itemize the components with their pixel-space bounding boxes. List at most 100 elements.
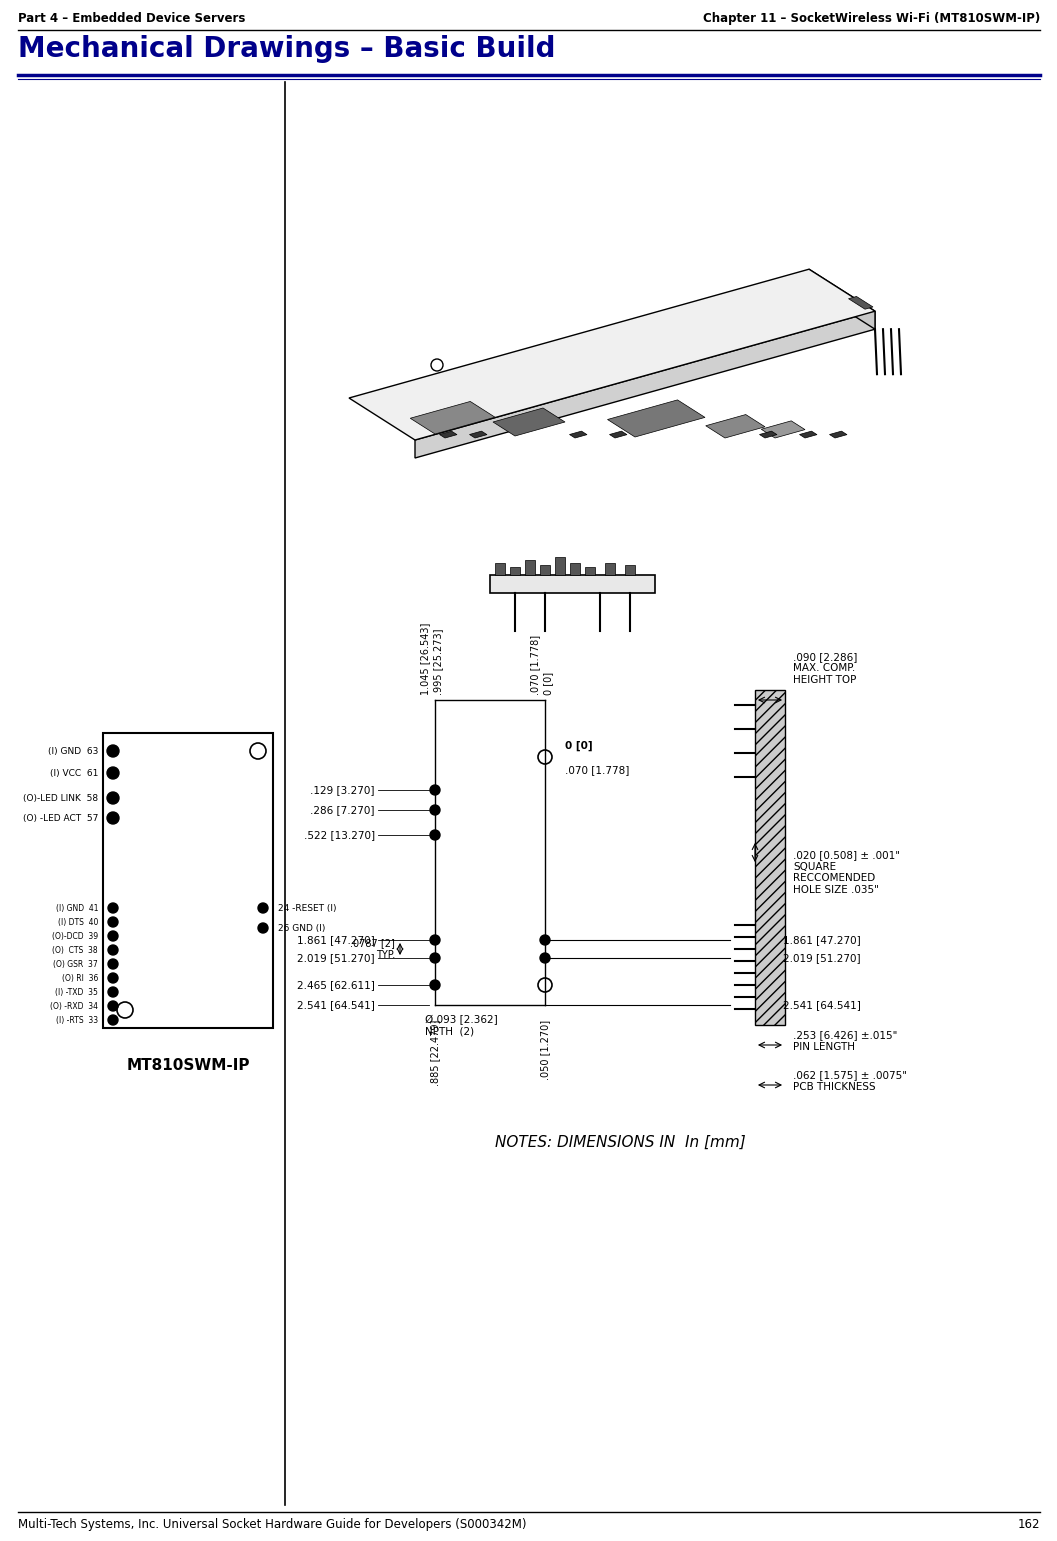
Circle shape	[258, 903, 268, 912]
Text: (O) GSR  37: (O) GSR 37	[53, 960, 98, 968]
Text: (O)  CTS  38: (O) CTS 38	[53, 946, 98, 954]
Text: 1.861 [47.270]: 1.861 [47.270]	[783, 935, 860, 945]
Text: 0 [0]: 0 [0]	[565, 741, 593, 750]
Text: .522 [13.270]: .522 [13.270]	[303, 831, 375, 840]
Polygon shape	[610, 431, 627, 438]
Text: .062 [1.575] ± .0075"
PCB THICKNESS: .062 [1.575] ± .0075" PCB THICKNESS	[793, 1069, 907, 1091]
Circle shape	[108, 1002, 118, 1011]
Polygon shape	[809, 270, 875, 330]
Bar	[540, 566, 550, 575]
Circle shape	[107, 744, 119, 757]
Text: Chapter 11 – SocketWireless Wi-Fi (MT810SWM-IP): Chapter 11 – SocketWireless Wi-Fi (MT810…	[703, 12, 1040, 25]
Text: .0787 [2]
TYP.: .0787 [2] TYP.	[350, 938, 395, 960]
Text: 162: 162	[1018, 1518, 1040, 1532]
Circle shape	[108, 1016, 118, 1025]
Text: Mechanical Drawings – Basic Build: Mechanical Drawings – Basic Build	[18, 35, 556, 63]
Polygon shape	[493, 408, 565, 436]
Polygon shape	[760, 431, 777, 438]
Circle shape	[107, 767, 119, 780]
Text: .129 [3.270]: .129 [3.270]	[311, 784, 375, 795]
Polygon shape	[570, 431, 587, 438]
Text: .090 [2.286]
MAX. COMP.
HEIGHT TOP: .090 [2.286] MAX. COMP. HEIGHT TOP	[793, 652, 857, 686]
Circle shape	[108, 986, 118, 997]
Text: 1.045 [26.543]: 1.045 [26.543]	[420, 623, 430, 695]
Text: .885 [22.479]: .885 [22.479]	[430, 1020, 440, 1086]
Bar	[509, 567, 520, 575]
Bar	[605, 562, 615, 575]
Bar	[103, 734, 273, 1028]
Polygon shape	[608, 401, 705, 438]
Bar	[585, 567, 595, 575]
Circle shape	[108, 917, 118, 928]
Text: 2.019 [51.270]: 2.019 [51.270]	[297, 952, 375, 963]
Text: .020 [0.508] ± .001"
SQUARE
RECCOMENDED
HOLE SIZE .035": .020 [0.508] ± .001" SQUARE RECCOMENDED …	[793, 851, 900, 895]
Text: (O) -RXD  34: (O) -RXD 34	[50, 1002, 98, 1011]
Text: (I) VCC  61: (I) VCC 61	[50, 769, 98, 778]
Text: (I) DTS  40: (I) DTS 40	[58, 917, 98, 926]
Text: 2.019 [51.270]: 2.019 [51.270]	[783, 952, 860, 963]
Circle shape	[108, 931, 118, 942]
Circle shape	[258, 923, 268, 932]
Text: NOTES: DIMENSIONS IN  In [mm]: NOTES: DIMENSIONS IN In [mm]	[495, 1136, 745, 1150]
Text: (O) RI  36: (O) RI 36	[61, 974, 98, 983]
Circle shape	[540, 952, 550, 963]
Circle shape	[108, 903, 118, 912]
Polygon shape	[706, 415, 765, 438]
Circle shape	[430, 935, 440, 945]
Text: (O) -LED ACT  57: (O) -LED ACT 57	[22, 814, 98, 823]
Bar	[755, 690, 785, 1025]
Text: (I) -RTS  33: (I) -RTS 33	[56, 1016, 98, 1025]
Circle shape	[107, 792, 119, 804]
Bar	[570, 562, 580, 575]
Text: 2.541 [64.541]: 2.541 [64.541]	[297, 1000, 375, 1009]
Text: 1.861 [47.270]: 1.861 [47.270]	[297, 935, 375, 945]
Polygon shape	[469, 431, 487, 438]
Text: (O)-DCD  39: (O)-DCD 39	[52, 931, 98, 940]
Text: .995 [25.273]: .995 [25.273]	[433, 629, 443, 695]
Polygon shape	[415, 311, 875, 458]
Bar	[555, 556, 565, 575]
Polygon shape	[799, 431, 817, 438]
Polygon shape	[410, 402, 495, 435]
Circle shape	[108, 972, 118, 983]
Polygon shape	[830, 431, 847, 438]
Text: Multi-Tech Systems, Inc. Universal Socket Hardware Guide for Developers (S000342: Multi-Tech Systems, Inc. Universal Socke…	[18, 1518, 526, 1532]
Text: .253 [6.426] ±.015"
PIN LENGTH: .253 [6.426] ±.015" PIN LENGTH	[793, 1029, 897, 1051]
Polygon shape	[440, 431, 457, 438]
Text: 2.541 [64.541]: 2.541 [64.541]	[783, 1000, 860, 1009]
Bar	[490, 575, 655, 593]
Polygon shape	[761, 421, 805, 438]
Circle shape	[108, 945, 118, 955]
Text: .050 [1.270]: .050 [1.270]	[540, 1020, 550, 1080]
Polygon shape	[849, 296, 873, 310]
Circle shape	[540, 935, 550, 945]
Text: 0 [0]: 0 [0]	[543, 672, 553, 695]
Text: (I) GND  41: (I) GND 41	[56, 903, 98, 912]
Text: 26 GND (I): 26 GND (I)	[278, 923, 326, 932]
Text: .070 [1.778]: .070 [1.778]	[530, 635, 540, 695]
Circle shape	[430, 804, 440, 815]
Circle shape	[107, 812, 119, 824]
Text: 2.465 [62.611]: 2.465 [62.611]	[297, 980, 375, 989]
Text: Ø.093 [2.362]
NPTH  (2): Ø.093 [2.362] NPTH (2)	[425, 1016, 498, 1037]
Circle shape	[108, 959, 118, 969]
Polygon shape	[349, 270, 875, 441]
Circle shape	[430, 952, 440, 963]
Text: .286 [7.270]: .286 [7.270]	[311, 804, 375, 815]
Bar	[625, 566, 635, 575]
Text: (O)-LED LINK  58: (O)-LED LINK 58	[23, 794, 98, 803]
Circle shape	[430, 831, 440, 840]
Bar	[495, 562, 505, 575]
Text: (I) -TXD  35: (I) -TXD 35	[55, 988, 98, 997]
Text: MT810SWM-IP: MT810SWM-IP	[126, 1059, 249, 1073]
Text: Part 4 – Embedded Device Servers: Part 4 – Embedded Device Servers	[18, 12, 245, 25]
Circle shape	[430, 980, 440, 989]
Text: (I) GND  63: (I) GND 63	[48, 746, 98, 755]
Circle shape	[430, 784, 440, 795]
Bar	[525, 559, 535, 575]
Text: .070 [1.778]: .070 [1.778]	[565, 764, 629, 775]
Text: 24 -RESET (I): 24 -RESET (I)	[278, 903, 336, 912]
